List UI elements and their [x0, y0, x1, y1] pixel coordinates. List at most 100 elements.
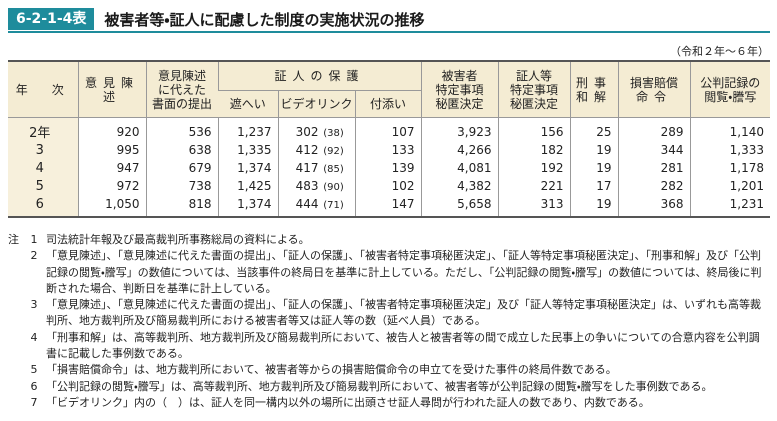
header-line: 意見陳述	[157, 68, 206, 83]
column-header: 遮へい	[218, 90, 278, 118]
note-number: 3	[30, 298, 38, 312]
value-cell: 1,237	[217, 117, 278, 141]
note-text: 「意見陳述」、「意見陳述に代えた書面の提出」、「証人の保護」、「被害者特定事項秘…	[46, 298, 761, 328]
note-label	[8, 362, 22, 378]
header-line: 意見陳述	[84, 75, 139, 104]
header-line: 被害者	[441, 68, 478, 83]
value-cell: 344	[617, 141, 691, 159]
note: 3 「意見陳述」、「意見陳述に代えた書面の提出」、「証人の保護」、「被害者特定事項…	[8, 297, 770, 330]
note: 7 「ビデオリンク」内の（ ）は、証人を同一構内以外の場所に出頭させ証人尋問が行わ…	[8, 395, 770, 411]
note-number: 5	[30, 363, 38, 377]
note-label	[8, 248, 22, 297]
header-line: 刑事	[576, 75, 613, 90]
table-row: 2年 920 536 1,237 302 (38) 107 3,923 156 25 289 1,14…	[8, 117, 771, 141]
value-cell: 289	[617, 117, 691, 141]
value-cell: 313	[497, 195, 571, 218]
value-cell: 25	[569, 117, 619, 141]
notes: 注 1 司法統計年報及び最高裁判所事務総局の資料による。 2 「意見陳述」、「意見陳述に…	[8, 232, 770, 411]
value-cell: 5,658	[420, 195, 499, 218]
value-cell: 102	[354, 177, 422, 195]
value: 412	[295, 143, 319, 157]
value-cell: 920	[77, 117, 146, 141]
inner-value: (85)	[323, 164, 344, 175]
column-header: 意見陳述	[77, 60, 146, 118]
value-cell: 638	[145, 141, 218, 159]
value-cell: 156	[497, 117, 571, 141]
column-header: ビデオリンク	[277, 90, 355, 118]
inner-value: (71)	[323, 200, 344, 211]
value-cell: 947	[77, 159, 146, 177]
table-row: 6 1,050 818 1,374 444 (71) 147 5,658 313 19 368 1,2…	[8, 195, 771, 218]
value-cell: 4,081	[420, 159, 499, 177]
value-cell: 281	[617, 159, 691, 177]
year-cell: 6	[8, 195, 78, 218]
value-cell: 133	[354, 141, 422, 159]
value-cell: 417 (85)	[277, 159, 355, 177]
value-cell: 139	[354, 159, 422, 177]
note-label	[8, 330, 22, 363]
note-number: 6	[30, 379, 38, 393]
note-text: 司法統計年報及び最高裁判所事務総局の資料による。	[46, 233, 310, 246]
value-cell: 738	[145, 177, 218, 195]
note-number: 7	[30, 395, 38, 409]
inner-value: (90)	[323, 182, 344, 193]
table-row: 3 995 638 1,335 412 (92) 133 4,266 182 19 344 1,333	[8, 141, 771, 159]
note-number: 1	[30, 233, 38, 246]
table-head: 年 次意見陳述 意見陳述 に代えた 書面の提出 証人の保護 被害者 特定事項 秘匿決定 証人等特…	[8, 60, 771, 118]
column-header: 年 次	[8, 60, 78, 118]
column-header: 意見陳述 に代えた 書面の提出	[145, 60, 218, 118]
note-number: 4	[30, 330, 38, 344]
header-row: 年 次意見陳述 意見陳述 に代えた 書面の提出 証人の保護 被害者 特定事項 秘匿決定 証人等特…	[8, 60, 771, 118]
column-header: 証人等 特定事項 秘匿決定	[497, 60, 571, 118]
table-body: 2年 920 536 1,237 302 (38) 107 3,923 156 25 289 1,14…	[8, 117, 771, 218]
value-cell: 1,140	[689, 117, 771, 141]
note-number: 2	[30, 249, 38, 263]
table-row: 5 972 738 1,425 483 (90) 102 4,382 221 17 282 1,201	[8, 177, 771, 195]
note-text: 「公判記録の閲覧・謄写」は、高等裁判所、地方裁判所及び簡易裁判所において、被害者…	[46, 379, 713, 393]
year-cell: 2年	[8, 117, 78, 141]
column-header: 被害者 特定事項 秘匿決定	[420, 60, 499, 118]
value-cell: 107	[354, 117, 422, 141]
value-cell: 1,335	[217, 141, 278, 159]
note: 6 「公判記録の閲覧・謄写」は、高等裁判所、地方裁判所及び簡易裁判所において、被害…	[8, 379, 770, 395]
column-header: 損害賠償 命令	[617, 60, 691, 118]
value-cell: 4,266	[420, 141, 499, 159]
column-header: 付添い	[354, 90, 422, 118]
value-cell: 182	[497, 141, 571, 159]
header-line: 特定事項	[510, 82, 559, 97]
header-line: 和解	[576, 89, 613, 104]
header-line: 損害賠償	[630, 75, 679, 90]
group-header: 証人の保護	[217, 60, 422, 91]
value-cell: 19	[569, 159, 619, 177]
value: 302	[295, 124, 319, 139]
value-cell: 412 (92)	[277, 141, 355, 159]
value-cell: 483 (90)	[277, 177, 355, 195]
column-header: 公判記録の 閲覧・謄写	[689, 60, 771, 118]
note-label	[8, 379, 22, 395]
data-table: 年 次意見陳述 意見陳述 に代えた 書面の提出 証人の保護 被害者 特定事項 秘匿決定 証人等特…	[8, 60, 771, 218]
year-cell: 3	[8, 141, 78, 159]
table-row: 4 947 679 1,374 417 (85) 139 4,081 192 19 281 1,178	[8, 159, 771, 177]
column-header: 刑事 和解	[569, 60, 619, 118]
note-label: 注	[8, 233, 19, 246]
header-line: 特定事項	[435, 82, 484, 97]
table-title: 被害者等・証人に配慮した制度の実施状況の推移	[104, 10, 425, 29]
value-cell: 17	[569, 177, 619, 195]
value-cell: 444 (71)	[277, 195, 355, 218]
value: 483	[295, 179, 319, 193]
header-line: 書面の提出	[151, 96, 212, 111]
value-cell: 221	[497, 177, 571, 195]
value-cell: 995	[77, 141, 146, 159]
inner-value: (92)	[323, 146, 344, 157]
value-cell: 1,231	[689, 195, 771, 218]
header-line: 閲覧・謄写	[704, 89, 757, 104]
value: 417	[295, 161, 319, 175]
value-cell: 282	[617, 177, 691, 195]
value-cell: 1,050	[77, 195, 146, 218]
value-cell: 1,201	[689, 177, 771, 195]
note: 注 1 司法統計年報及び最高裁判所事務総局の資料による。	[8, 232, 770, 248]
value-cell: 1,374	[217, 195, 278, 218]
inner-value: (38)	[323, 127, 344, 139]
